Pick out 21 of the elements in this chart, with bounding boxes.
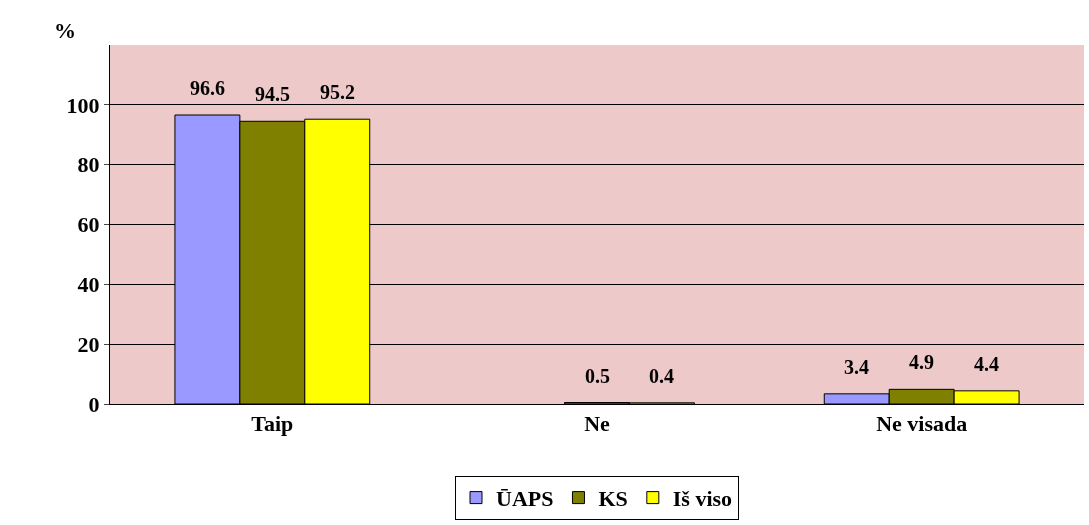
legend-label: Iš viso (672, 486, 733, 512)
x-tick-label: Ne visada (876, 411, 968, 437)
data-label: 4.4 (974, 353, 999, 375)
data-label: 4.9 (909, 351, 934, 373)
legend-label: KS (598, 486, 628, 512)
data-label: 94.5 (255, 83, 290, 105)
y-tick-label: 20 (77, 331, 100, 357)
data-label: 3.4 (844, 356, 869, 378)
y-axis-title: % (54, 18, 76, 43)
y-tick-label: 0 (88, 391, 100, 417)
y-tick-label: 80 (77, 152, 100, 178)
legend-label: ŪAPS (496, 486, 554, 512)
data-label: 0.5 (585, 365, 610, 387)
x-tick-label: Ne (584, 411, 611, 437)
y-tick-label: 60 (77, 212, 100, 238)
y-tick-label: 40 (77, 272, 100, 298)
data-label: 95.2 (320, 81, 355, 103)
y-tick-label: 100 (66, 92, 100, 118)
x-tick-label: Taip (251, 411, 294, 437)
data-label: 96.6 (190, 77, 225, 99)
data-label: 0.4 (649, 365, 674, 387)
